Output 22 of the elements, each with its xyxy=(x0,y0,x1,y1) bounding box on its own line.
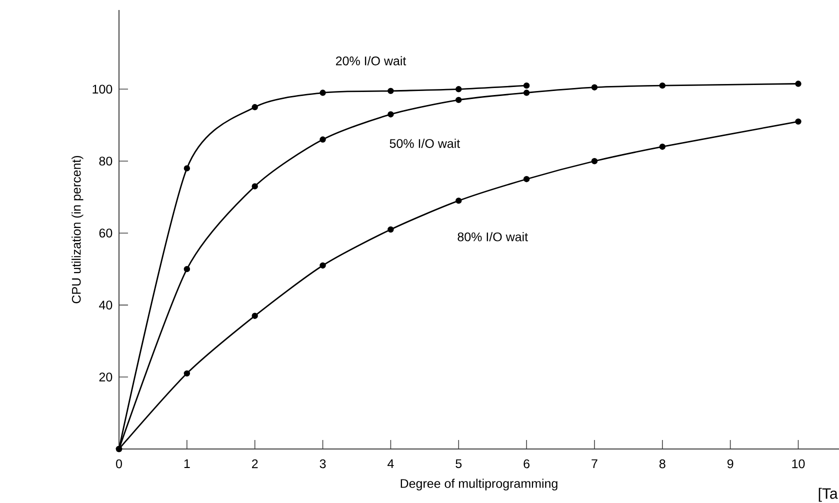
x-tick-label: 3 xyxy=(320,459,326,468)
text: 20% I/O wait xyxy=(336,56,406,66)
y-tick-label: 100 xyxy=(92,84,112,94)
y-tick-label: 80 xyxy=(99,156,112,166)
x-tick-label: 0 xyxy=(116,459,122,468)
y-axis-title: CPU utilization (in percent) xyxy=(72,156,84,304)
y-tick-label: 40 xyxy=(99,300,112,310)
x-axis-title: Degree of multiprogramming xyxy=(400,478,558,490)
x-tick-label: 6 xyxy=(524,459,530,468)
x-tick-label: 7 xyxy=(592,459,598,468)
x-tick-label: 4 xyxy=(388,459,394,468)
x-tick-label: 2 xyxy=(252,459,258,468)
y-tick-label: 20 xyxy=(99,372,112,382)
text: 80% I/O wait xyxy=(458,232,528,242)
x-tick-label: 9 xyxy=(727,459,734,468)
series-label: 50% I/O wait xyxy=(390,138,460,148)
x-tick-label: 8 xyxy=(659,459,666,468)
x-tick-label: 10 xyxy=(792,459,805,468)
text: [Ta xyxy=(818,488,838,502)
x-tick-label: 1 xyxy=(184,459,190,468)
y-tick-label: 60 xyxy=(99,228,112,238)
x-tick-label: 5 xyxy=(456,459,462,468)
